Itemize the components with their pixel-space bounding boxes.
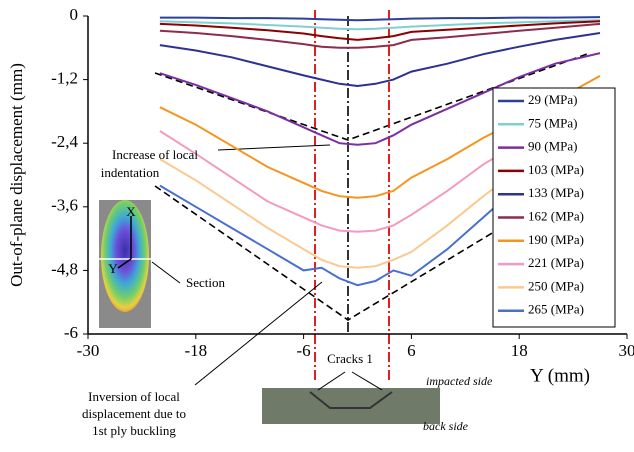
- legend-label: 265 (MPa): [528, 302, 584, 317]
- legend-label: 221 (MPa): [528, 255, 584, 270]
- annotation: indentation: [101, 165, 160, 180]
- arrow: [151, 261, 181, 284]
- y-tick-label: -3,6: [51, 196, 78, 215]
- legend-label: 90 (MPa): [528, 139, 577, 154]
- annotation: impacted side: [426, 374, 493, 388]
- x-tick-label: 30: [619, 341, 634, 360]
- legend-label: 250 (MPa): [528, 278, 584, 293]
- annotation: Inversion of local: [88, 389, 180, 404]
- legend-label: 75 (MPa): [528, 115, 577, 130]
- specimen-crack: [309, 391, 393, 409]
- series-line: [159, 20, 601, 41]
- annotation: Increase of local: [112, 147, 198, 162]
- y-tick-label: -2,4: [51, 132, 78, 151]
- legend-label: 190 (MPa): [528, 232, 584, 247]
- x-tick-label: -30: [77, 341, 100, 360]
- x-axis-label: Y (mm): [530, 365, 590, 386]
- series-line: [159, 16, 601, 22]
- legend-label: 103 (MPa): [528, 162, 584, 177]
- annotation: Cracks 1: [327, 351, 373, 366]
- arrow: [317, 371, 346, 391]
- axis-arrow: [117, 258, 132, 269]
- x-tick-label: -6: [297, 341, 311, 360]
- annotation: back side: [423, 419, 469, 433]
- x-tick-label: 6: [407, 341, 416, 360]
- annotation: X: [126, 204, 136, 219]
- annotation: Y: [108, 261, 118, 276]
- y-tick-label: 0: [70, 5, 79, 24]
- annotation: 1st ply buckling: [92, 423, 176, 438]
- series-line: [159, 22, 601, 49]
- arrow: [351, 371, 383, 391]
- specimen-photo: [262, 388, 440, 424]
- y-tick-label: -1,2: [51, 69, 78, 88]
- y-tick-label: -6: [64, 323, 78, 342]
- series-line: [159, 19, 601, 31]
- x-tick-label: 18: [511, 341, 528, 360]
- y-tick-label: -4,8: [51, 259, 78, 278]
- legend-label: 162 (MPa): [528, 208, 584, 223]
- y-axis-label: Out-of-plane displacement (mm): [7, 63, 26, 287]
- series-line: [159, 52, 601, 146]
- series-line: [159, 32, 601, 88]
- legend-label: 133 (MPa): [528, 185, 584, 200]
- annotation: Section: [186, 275, 225, 290]
- legend-label: 29 (MPa): [528, 92, 577, 107]
- heatmap-field: [101, 200, 149, 312]
- x-tick-label: -18: [184, 341, 207, 360]
- annotation: displacement due to: [82, 406, 186, 421]
